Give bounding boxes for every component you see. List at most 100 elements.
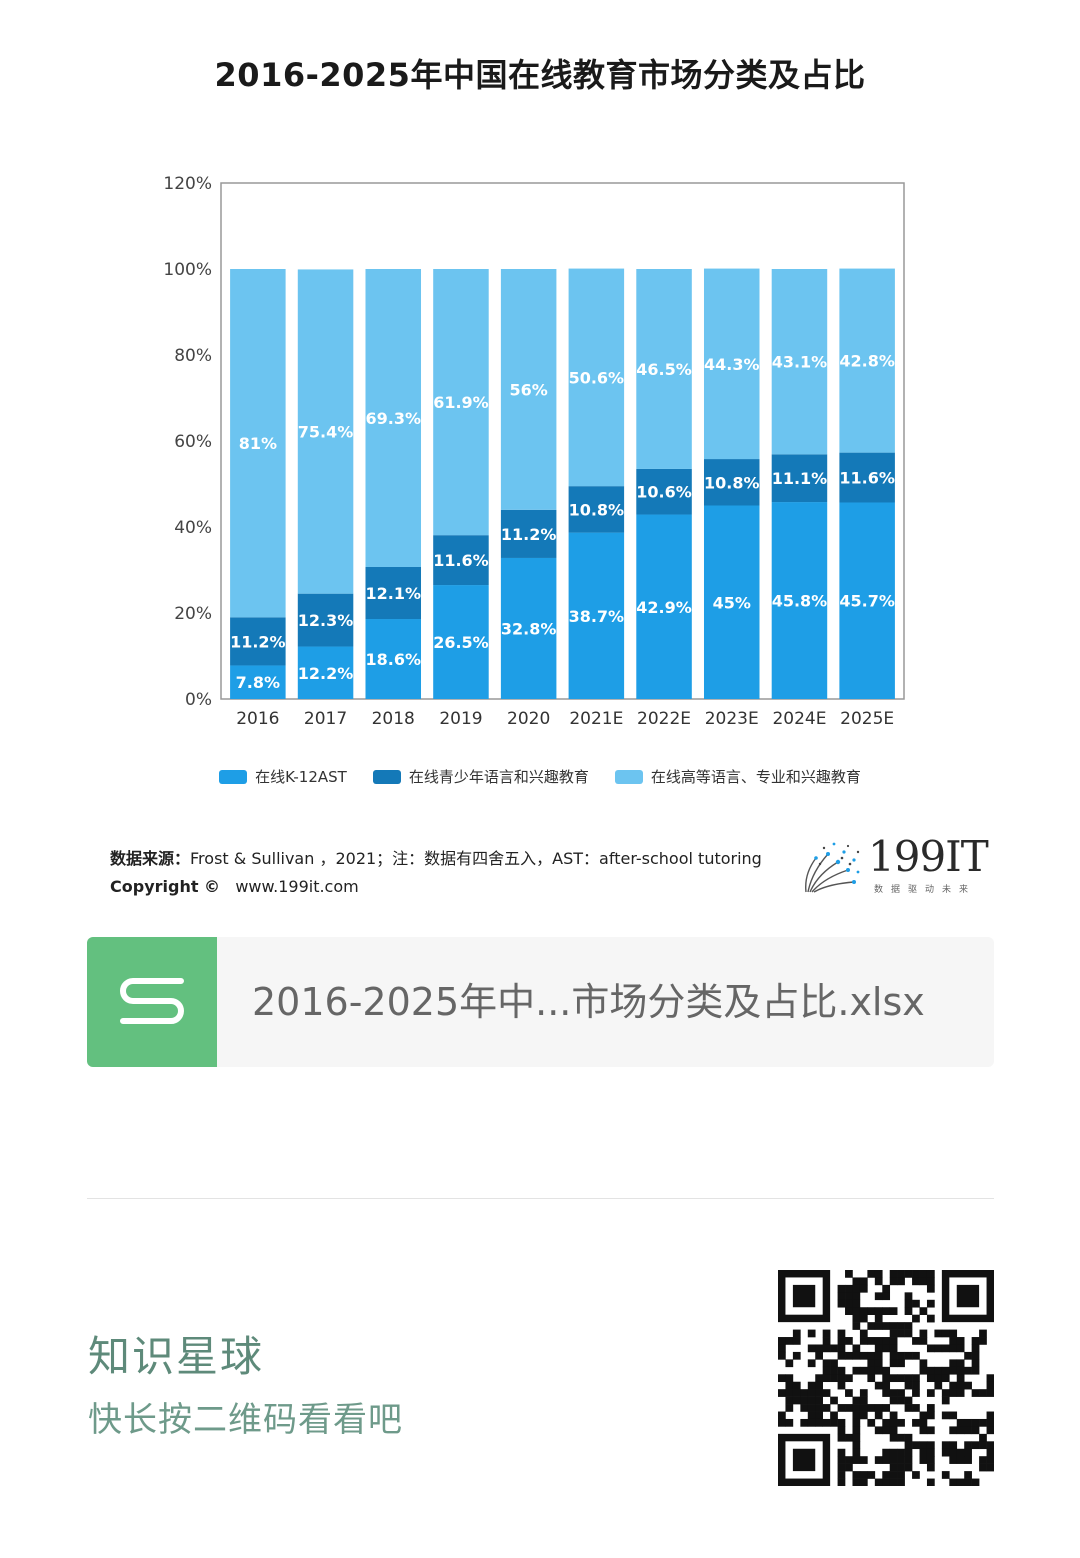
qr-module	[949, 1344, 958, 1353]
data-label: 18.6%	[365, 650, 421, 669]
qr-module	[807, 1329, 816, 1338]
qr-module	[912, 1277, 920, 1286]
qr-module	[956, 1478, 965, 1486]
qr-module	[897, 1456, 905, 1464]
qr-module	[837, 1426, 846, 1435]
qr-module	[852, 1396, 861, 1405]
qr-module	[904, 1448, 913, 1457]
qr-module	[807, 1396, 816, 1405]
qr-module	[919, 1426, 928, 1435]
qr-module	[949, 1441, 958, 1450]
qr-module	[800, 1396, 809, 1405]
qr-module	[815, 1404, 823, 1412]
qr-module	[807, 1418, 816, 1427]
qr-module	[971, 1351, 980, 1360]
data-label: 45.7%	[839, 592, 895, 611]
qr-module	[845, 1337, 853, 1345]
qr-module	[785, 1389, 794, 1397]
qr-module	[919, 1270, 928, 1278]
brand-logo: 199IT 数据驱动未来	[798, 832, 989, 902]
qr-module	[912, 1381, 920, 1390]
qr-module	[867, 1270, 876, 1278]
qr-module	[941, 1329, 950, 1338]
qr-module	[897, 1277, 905, 1286]
data-label: 56%	[510, 380, 548, 399]
qr-module	[837, 1366, 846, 1375]
qr-module	[912, 1418, 920, 1427]
qr-module	[979, 1433, 987, 1442]
qr-module	[874, 1292, 883, 1301]
qr-module	[912, 1404, 920, 1412]
qr-module	[926, 1463, 935, 1472]
qr-module	[800, 1389, 809, 1397]
qr-module	[852, 1351, 861, 1360]
qr-module	[778, 1337, 786, 1345]
bar-segment	[230, 269, 286, 618]
qr-module	[882, 1322, 891, 1330]
bar-segment	[230, 617, 286, 666]
bar-segment	[839, 502, 895, 699]
qr-module	[956, 1337, 965, 1345]
qr-module	[986, 1448, 994, 1457]
qr-module	[859, 1284, 868, 1293]
qr-module	[986, 1411, 994, 1420]
qr-module	[867, 1307, 876, 1315]
qr-module	[889, 1389, 898, 1397]
qr-module	[859, 1366, 868, 1375]
qr-module	[986, 1441, 994, 1450]
qr-module	[785, 1381, 794, 1390]
data-label: 12.3%	[298, 611, 354, 630]
qr-module	[979, 1389, 987, 1397]
qr-module	[785, 1418, 794, 1427]
qr-module	[822, 1404, 831, 1412]
bar-segment	[365, 619, 422, 699]
qr-module	[852, 1418, 861, 1427]
qr-module	[912, 1374, 920, 1383]
file-attachment-card[interactable]: 2016-2025年中...市场分类及占比.xlsx	[87, 937, 994, 1067]
qr-module	[845, 1433, 853, 1442]
qr-module	[941, 1366, 950, 1375]
qr-module	[897, 1396, 905, 1405]
qr-module	[867, 1374, 876, 1383]
qr-module	[882, 1448, 891, 1457]
qr-module	[926, 1441, 935, 1450]
qr-module	[852, 1426, 861, 1435]
qr-module	[807, 1404, 816, 1412]
qr-module	[934, 1366, 943, 1375]
qr-module	[874, 1478, 883, 1486]
qr-module	[897, 1418, 905, 1427]
qr-module	[897, 1270, 905, 1278]
qr-module	[934, 1329, 943, 1338]
qr-module	[785, 1404, 794, 1412]
qr-module	[815, 1389, 823, 1397]
qr-module	[979, 1456, 987, 1464]
qr-module	[956, 1359, 965, 1368]
bar-segment	[703, 268, 760, 460]
qr-module	[897, 1329, 905, 1338]
qr-module	[874, 1307, 883, 1315]
data-label: 38.7%	[569, 607, 625, 626]
qr-module	[949, 1329, 958, 1338]
bar-segment	[500, 557, 557, 699]
data-label: 46.5%	[636, 360, 692, 379]
qr-module	[986, 1418, 994, 1427]
qr-module	[815, 1396, 823, 1405]
qr-module	[845, 1284, 853, 1293]
bar-segment	[771, 454, 828, 503]
qr-module	[837, 1337, 846, 1345]
data-label: 32.8%	[501, 619, 557, 638]
qr-module	[845, 1307, 853, 1315]
qr-module	[859, 1307, 868, 1315]
qr-module	[807, 1344, 816, 1353]
qr-module	[986, 1374, 994, 1383]
data-label: 81%	[239, 434, 277, 453]
chart-legend: 在线K-12AST 在线青少年语言和兴趣教育 在线高等语言、专业和兴趣教育	[0, 766, 1080, 787]
qr-code[interactable]	[778, 1270, 994, 1486]
qr-module	[867, 1366, 876, 1375]
qr-module	[882, 1418, 891, 1427]
y-tick-label: 100%	[163, 260, 212, 280]
data-label: 69.3%	[365, 409, 421, 428]
bar-segment	[703, 505, 760, 699]
qr-module	[949, 1337, 958, 1345]
qr-module	[792, 1381, 801, 1390]
